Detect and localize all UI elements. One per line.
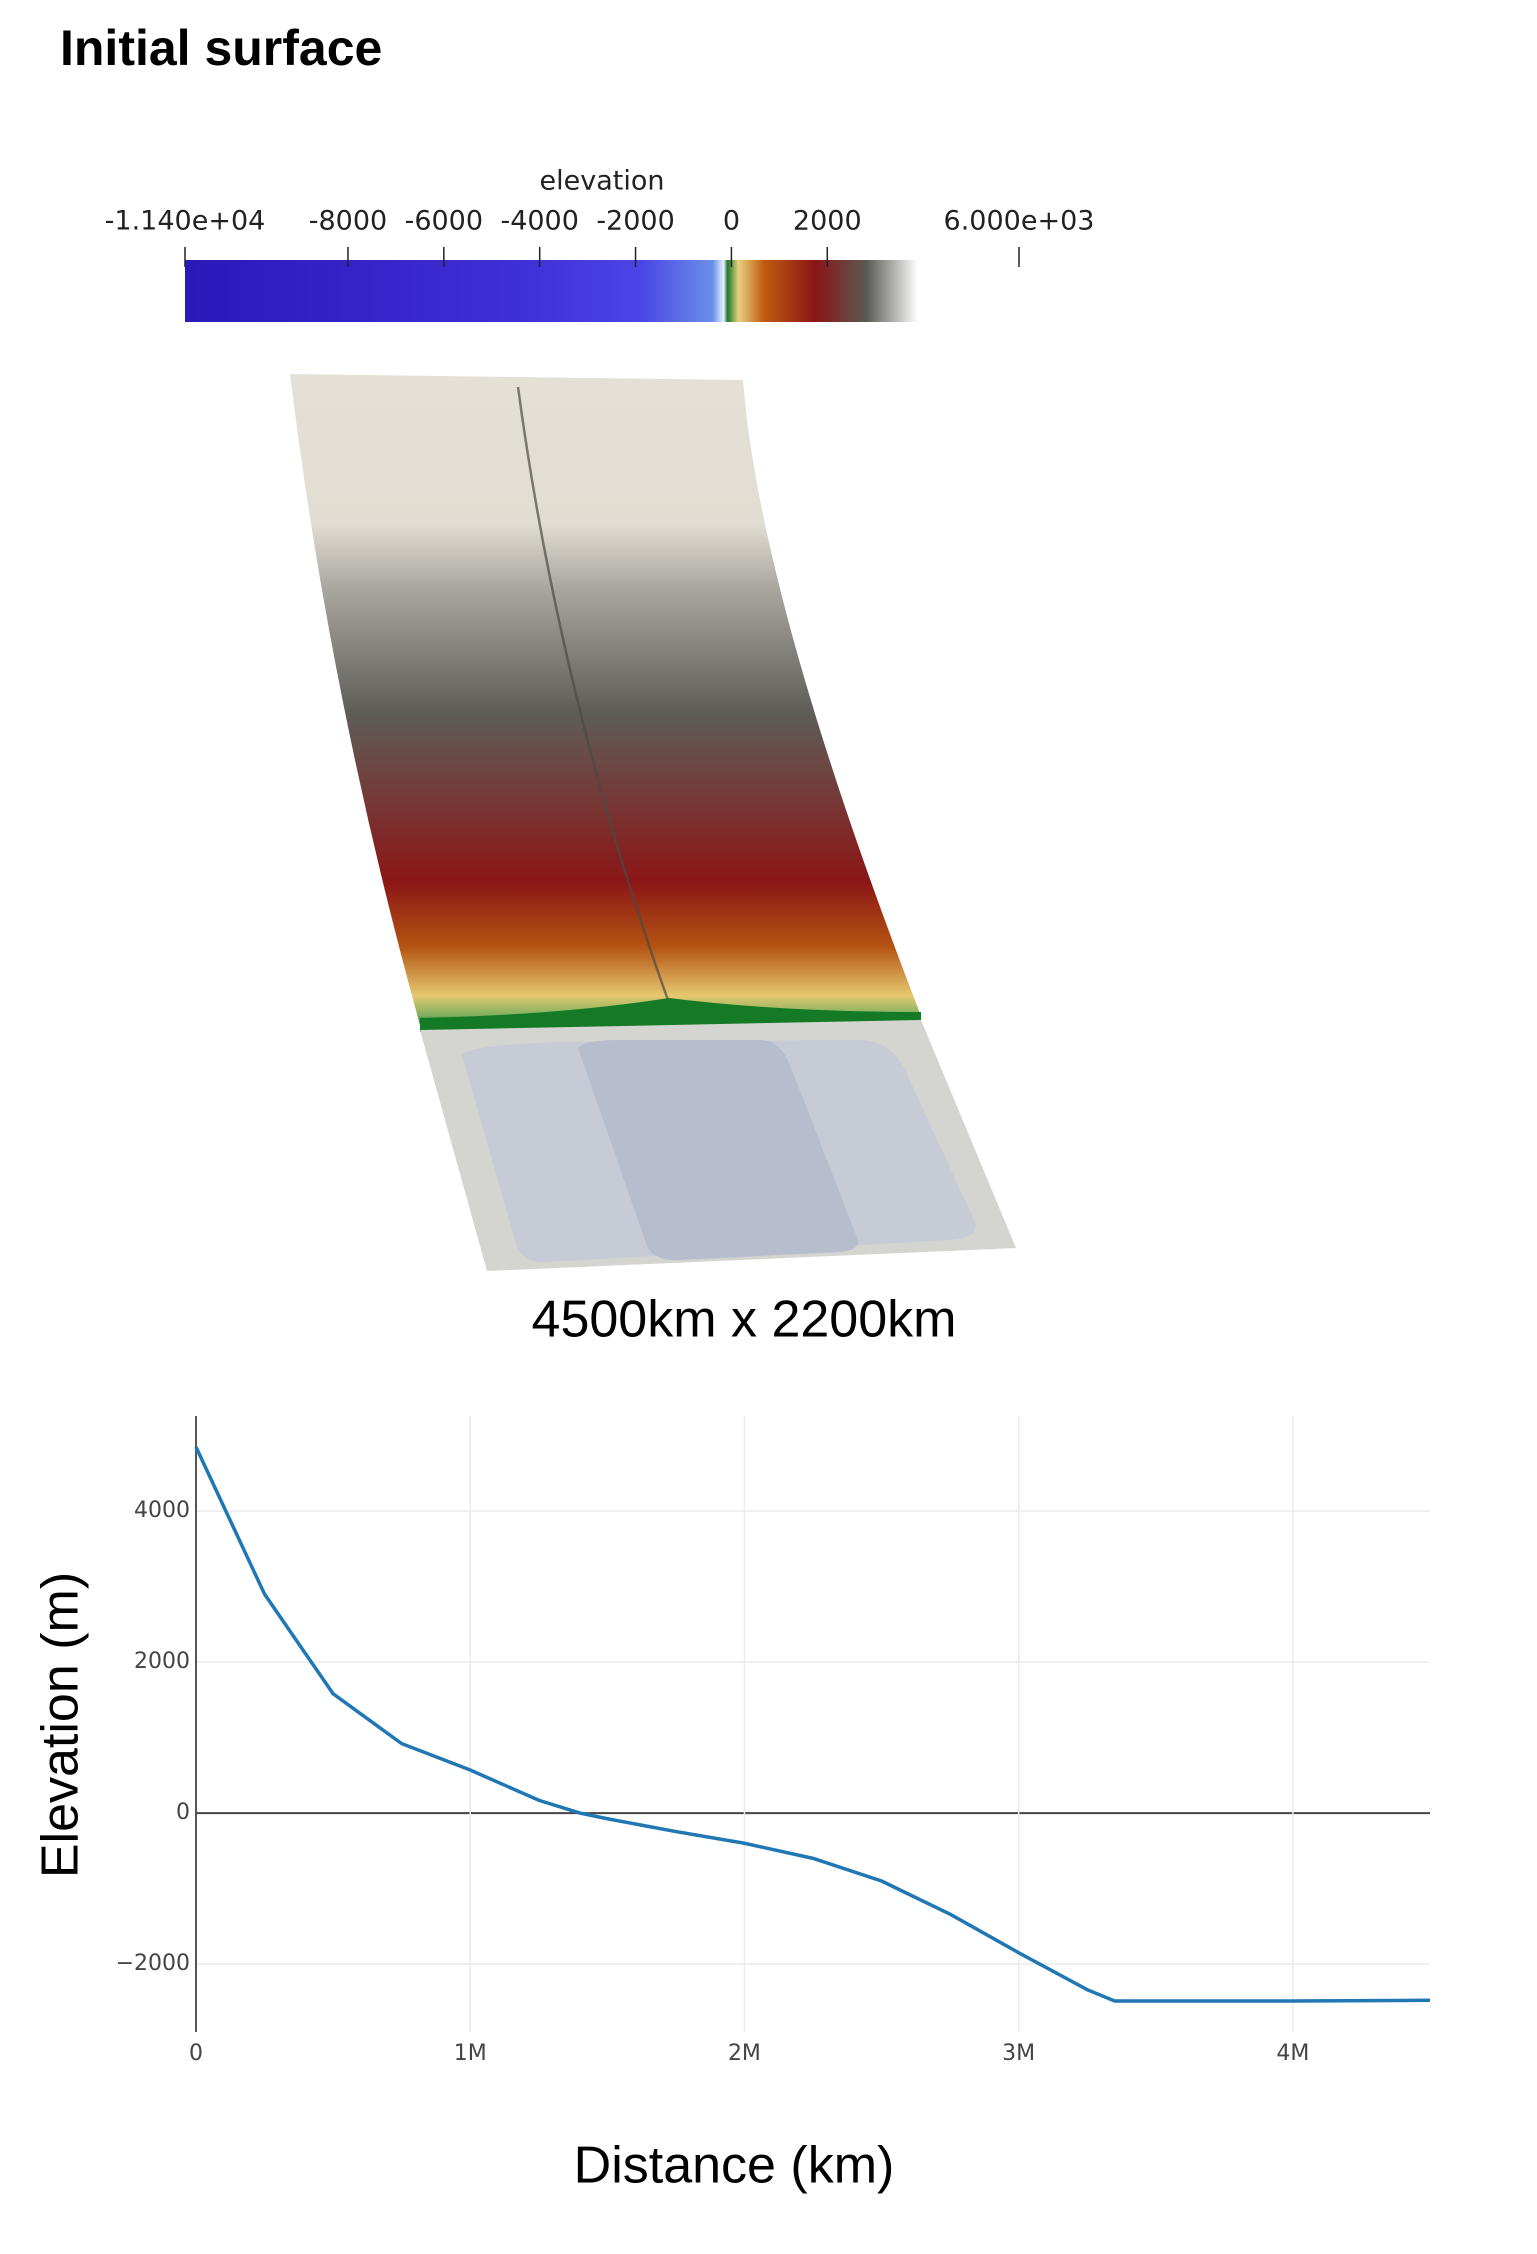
line-chart: −2000 0 2000 4000 0 1M 2M 3M 4M [116,1416,1431,2066]
x-axis-title: Distance (km) [574,2137,895,2195]
colorbar-title: elevation [540,166,665,197]
colorbar-gradient [185,260,918,322]
x-tick-label: 2M [728,2041,761,2066]
colorbar-tick-label: -8000 [309,206,387,237]
caption: 4500km x 2200km [532,1291,957,1349]
data-line [194,1446,1431,2003]
y-axis-title: Elevation (m) [32,1572,90,1878]
colorbar-tick-label: 2000 [793,206,862,237]
y-tick-label: 0 [176,1800,190,1825]
x-tick-label: 1M [454,2041,487,2066]
colorbar-tick-label: -1.140e+04 [105,206,266,237]
colorbar-tick-label: 0 [723,206,740,237]
colorbar-tick-label: -6000 [405,206,483,237]
x-tick-label: 4M [1276,2041,1309,2066]
y-tick-label: −2000 [116,1951,190,1976]
colorbar-tick-label: -4000 [500,206,578,237]
x-tick-label: 0 [189,2041,203,2066]
colorbar-tick-label: -2000 [596,206,674,237]
y-tick-label: 4000 [134,1498,190,1523]
colorbar-tick-label: 6.000e+03 [944,206,1095,237]
colorbar: -1.140e+04 -8000 -6000 -4000 -2000 0 2000 6.000… [105,206,1095,322]
x-tick-label: 3M [1002,2041,1035,2066]
page-title: Initial surface [60,20,382,76]
y-tick-label: 2000 [134,1649,190,1674]
surface-render [290,374,1016,1271]
